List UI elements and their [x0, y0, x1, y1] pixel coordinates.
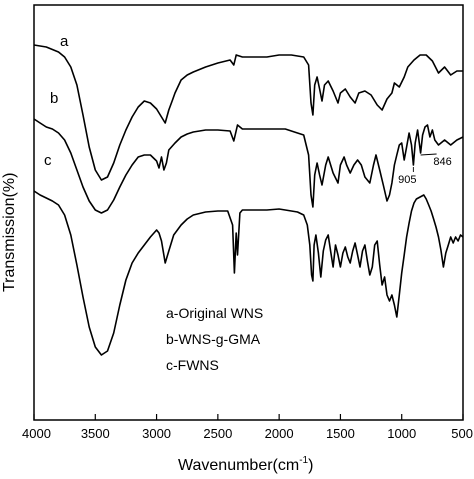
x-tick-label: 3500: [81, 426, 110, 441]
x-ticks: 4000 3500 3000 2500 2000 1500 1000 500: [22, 414, 473, 441]
x-tick-label: 4000: [22, 426, 51, 441]
x-tick-label: 2500: [203, 426, 232, 441]
series-a-line: [33, 44, 463, 181]
x-axis-title-text: Wavenumber(cm: [178, 457, 299, 474]
annotation-pointer: [420, 153, 437, 156]
legend-item-b: b-WNS-g-GMA: [166, 331, 261, 347]
annotation-label-846: 846: [433, 156, 451, 168]
legend: a-Original WNS b-WNS-g-GMA c-FWNS: [166, 305, 263, 373]
series-b-line: [33, 118, 464, 214]
curve-tag-a: a: [60, 33, 69, 50]
y-axis-title: Transmission(%): [1, 173, 18, 292]
x-axis-title-sup: -1: [299, 455, 308, 466]
annotation-label-905: 905: [398, 174, 416, 186]
x-tick-label: 500: [451, 426, 473, 441]
curve-tag-b: b: [50, 90, 58, 107]
x-tick-label: 1500: [326, 426, 355, 441]
annotations: 905 846: [398, 153, 452, 186]
curve-tag-c: c: [44, 152, 52, 169]
legend-item-a: a-Original WNS: [166, 305, 263, 321]
x-tick-label: 3000: [142, 426, 171, 441]
series-c-line: [33, 190, 464, 356]
x-axis-title-close: ): [308, 457, 313, 474]
plot-area: 4000 3500 3000 2500 2000 1500 1000 500 905 846: [22, 4, 473, 441]
x-tick-label: 2000: [265, 426, 294, 441]
plot-frame: [33, 4, 464, 421]
x-tick-label: 1000: [387, 426, 416, 441]
series-layer: [33, 44, 464, 356]
legend-item-c: c-FWNS: [166, 357, 219, 373]
x-axis-title: Wavenumber(cm-1): [178, 455, 313, 474]
